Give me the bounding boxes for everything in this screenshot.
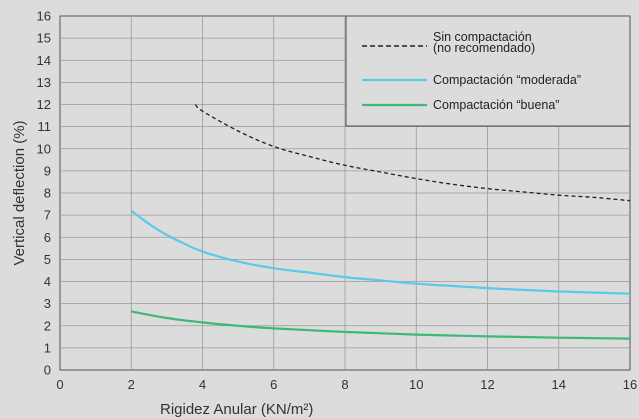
grid-lines [60, 16, 630, 370]
series-line-1 [130, 209, 631, 295]
x-tick-label: 16 [623, 377, 637, 392]
x-tick-label: 6 [270, 377, 277, 392]
y-tick-label: 11 [38, 119, 52, 134]
legend-box [345, 15, 631, 127]
y-tick-label: 5 [44, 252, 51, 267]
x-tick-label: 2 [128, 377, 135, 392]
x-tick-label: 12 [480, 377, 494, 392]
x-axis-ticks: 0 2 4 6 8 10 12 14 16 [56, 377, 637, 392]
x-tick-label: 0 [56, 377, 63, 392]
y-tick-label: 1 [44, 340, 51, 355]
y-tick-label: 10 [37, 141, 51, 156]
series-line-0 [194, 104, 631, 202]
series-lines [130, 104, 631, 340]
y-tick-label: 14 [37, 53, 51, 68]
y-tick-label: 7 [44, 208, 51, 223]
legend-label-1: Compactación “moderada” [433, 73, 581, 87]
x-tick-label: 8 [341, 377, 348, 392]
legend-label-0: Sin compactación [433, 30, 532, 44]
y-tick-label: 4 [44, 274, 51, 289]
y-tick-label: 2 [44, 318, 51, 333]
y-tick-label: 13 [37, 75, 51, 90]
y-tick-label: 9 [44, 163, 51, 178]
y-axis-title: Vertical deflection (%) [11, 120, 28, 265]
x-tick-label: 4 [199, 377, 206, 392]
y-tick-label: 3 [44, 296, 51, 311]
y-tick-label: 8 [44, 186, 51, 201]
series-line-2 [131, 310, 631, 340]
legend-label-2: Compactación “buena” [433, 98, 559, 112]
y-tick-label: 16 [37, 9, 51, 24]
legend: Sin compactación(no recomendado) Compacta… [345, 15, 631, 127]
x-axis-title: Rigidez Anular (KN/m²) [160, 401, 313, 418]
y-tick-label: 6 [44, 230, 51, 245]
x-tick-label: 14 [552, 377, 566, 392]
y-tick-label: 12 [37, 97, 51, 112]
x-tick-label: 10 [409, 377, 423, 392]
y-tick-label: 15 [37, 31, 51, 46]
y-tick-label: 0 [44, 363, 51, 378]
legend-label-0: (no recomendado) [433, 41, 535, 55]
